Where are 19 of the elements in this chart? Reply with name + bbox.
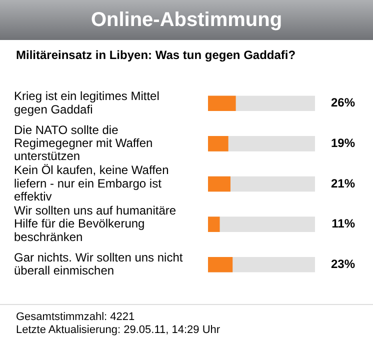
y-tick-label: Krieg ist ein legitimes Mittel gegen Gaddafi (14, 89, 160, 116)
data-label: 26% (330, 96, 356, 110)
chart-subtitle: Militäreinsatz in Libyen: Was tun gegen Gaddafi? (15, 47, 297, 64)
data-label: 11% (332, 216, 356, 231)
text: Gesamtstimmzahl: 4221 (16, 311, 136, 324)
chart-title: Online-Abstimmung (0, 0, 373, 40)
text: Letzte Aktualisierung: 29.05.11, 14:29 Uhr (16, 324, 222, 337)
y-tick-label: Kein Öl kaufen, keine Waffen liefern - nur ein Embargo ist effektiv (14, 163, 169, 204)
data-label: 23% (330, 256, 356, 271)
data-label: 19% (330, 136, 356, 150)
data-label: 21% (330, 176, 356, 190)
bar (208, 256, 233, 272)
y-tick-label: Gar nichts. Wir sollten uns nicht überall einmischen (14, 250, 184, 278)
bar (208, 96, 236, 112)
bar (208, 176, 230, 192)
y-tick-label: Die NATO sollte die Regimegegner mit Waffen unterstützen (14, 122, 153, 164)
bar (208, 216, 220, 232)
y-tick-label: Wir sollten uns auf humanitäre Hilfe für die Bevölkerung beschränken (14, 203, 176, 244)
bar (208, 136, 228, 152)
